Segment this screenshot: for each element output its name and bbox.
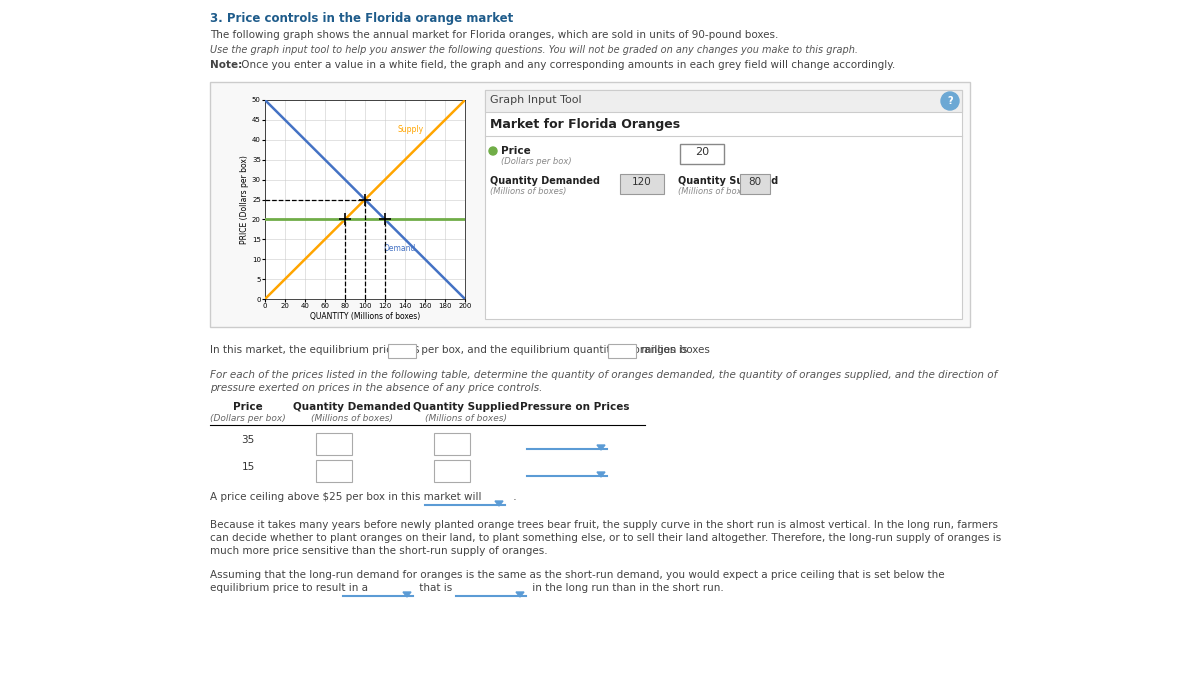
Text: much more price sensitive than the short-run supply of oranges.: much more price sensitive than the short… [210,546,547,556]
Polygon shape [598,445,605,450]
Text: ?: ? [947,96,953,106]
Text: Because it takes many years before newly planted orange trees bear fruit, the su: Because it takes many years before newly… [210,520,998,530]
Text: Graph Input Tool: Graph Input Tool [490,95,582,105]
Text: (Dollars per box): (Dollars per box) [502,157,571,166]
Text: million boxes: million boxes [638,345,710,355]
Y-axis label: PRICE (Dollars per box): PRICE (Dollars per box) [240,155,250,244]
X-axis label: QUANTITY (Millions of boxes): QUANTITY (Millions of boxes) [310,312,420,321]
FancyBboxPatch shape [434,433,470,455]
FancyBboxPatch shape [485,90,962,319]
Text: Quantity Supplied: Quantity Supplied [678,176,779,186]
Text: Market for Florida Oranges: Market for Florida Oranges [490,118,680,131]
FancyBboxPatch shape [316,460,352,482]
Text: 3. Price controls in the Florida orange market: 3. Price controls in the Florida orange … [210,12,514,25]
Text: Quantity Demanded: Quantity Demanded [490,176,600,186]
Text: .: . [510,492,517,502]
Text: Demand: Demand [383,244,415,253]
Text: (Millions of boxes): (Millions of boxes) [425,414,508,423]
Text: 15: 15 [241,462,254,472]
Text: that is: that is [416,583,456,593]
Text: Supply: Supply [397,125,424,134]
Text: The following graph shows the annual market for Florida oranges, which are sold : The following graph shows the annual mar… [210,30,779,40]
Polygon shape [496,501,503,506]
Text: per box, and the equilibrium quantity of oranges is: per box, and the equilibrium quantity of… [418,345,688,355]
Circle shape [941,92,959,110]
Text: For each of the prices listed in the following table, determine the quantity of : For each of the prices listed in the fol… [210,370,997,380]
Text: Quantity Supplied: Quantity Supplied [413,402,520,412]
Text: can decide whether to plant oranges on their land, to plant something else, or t: can decide whether to plant oranges on t… [210,533,1001,543]
Text: in the long run than in the short run.: in the long run than in the short run. [529,583,724,593]
Text: Once you enter a value in a white field, the graph and any corresponding amounts: Once you enter a value in a white field,… [238,60,895,70]
FancyBboxPatch shape [608,344,636,358]
Text: (Millions of boxes): (Millions of boxes) [490,187,566,196]
Text: Quantity Demanded: Quantity Demanded [293,402,410,412]
Text: 80: 80 [749,177,762,187]
Text: pressure exerted on prices in the absence of any price controls.: pressure exerted on prices in the absenc… [210,383,542,393]
Text: In this market, the equilibrium price is $: In this market, the equilibrium price is… [210,345,420,355]
FancyBboxPatch shape [485,90,962,112]
Text: 120: 120 [632,177,652,187]
FancyBboxPatch shape [210,82,970,327]
Text: Price: Price [233,402,263,412]
Text: (Millions of boxes): (Millions of boxes) [311,414,394,423]
FancyBboxPatch shape [740,174,770,194]
Text: (Millions of boxes): (Millions of boxes) [678,187,755,196]
FancyBboxPatch shape [388,344,416,358]
Polygon shape [403,592,410,597]
Text: A price ceiling above $25 per box in this market will: A price ceiling above $25 per box in thi… [210,492,481,502]
FancyBboxPatch shape [316,433,352,455]
Polygon shape [598,472,605,477]
FancyBboxPatch shape [680,144,724,164]
Circle shape [490,147,497,155]
Text: Pressure on Prices: Pressure on Prices [521,402,630,412]
Polygon shape [516,592,524,597]
FancyBboxPatch shape [434,460,470,482]
Text: Note:: Note: [210,60,242,70]
Text: (Dollars per box): (Dollars per box) [210,414,286,423]
Text: Price: Price [502,146,530,156]
Text: Assuming that the long-run demand for oranges is the same as the short-run deman: Assuming that the long-run demand for or… [210,570,944,580]
FancyBboxPatch shape [620,174,664,194]
Text: 20: 20 [695,147,709,157]
Text: equilibrium price to result in a: equilibrium price to result in a [210,583,368,593]
Text: 35: 35 [241,435,254,445]
Text: Use the graph input tool to help you answer the following questions. You will no: Use the graph input tool to help you ans… [210,45,858,55]
